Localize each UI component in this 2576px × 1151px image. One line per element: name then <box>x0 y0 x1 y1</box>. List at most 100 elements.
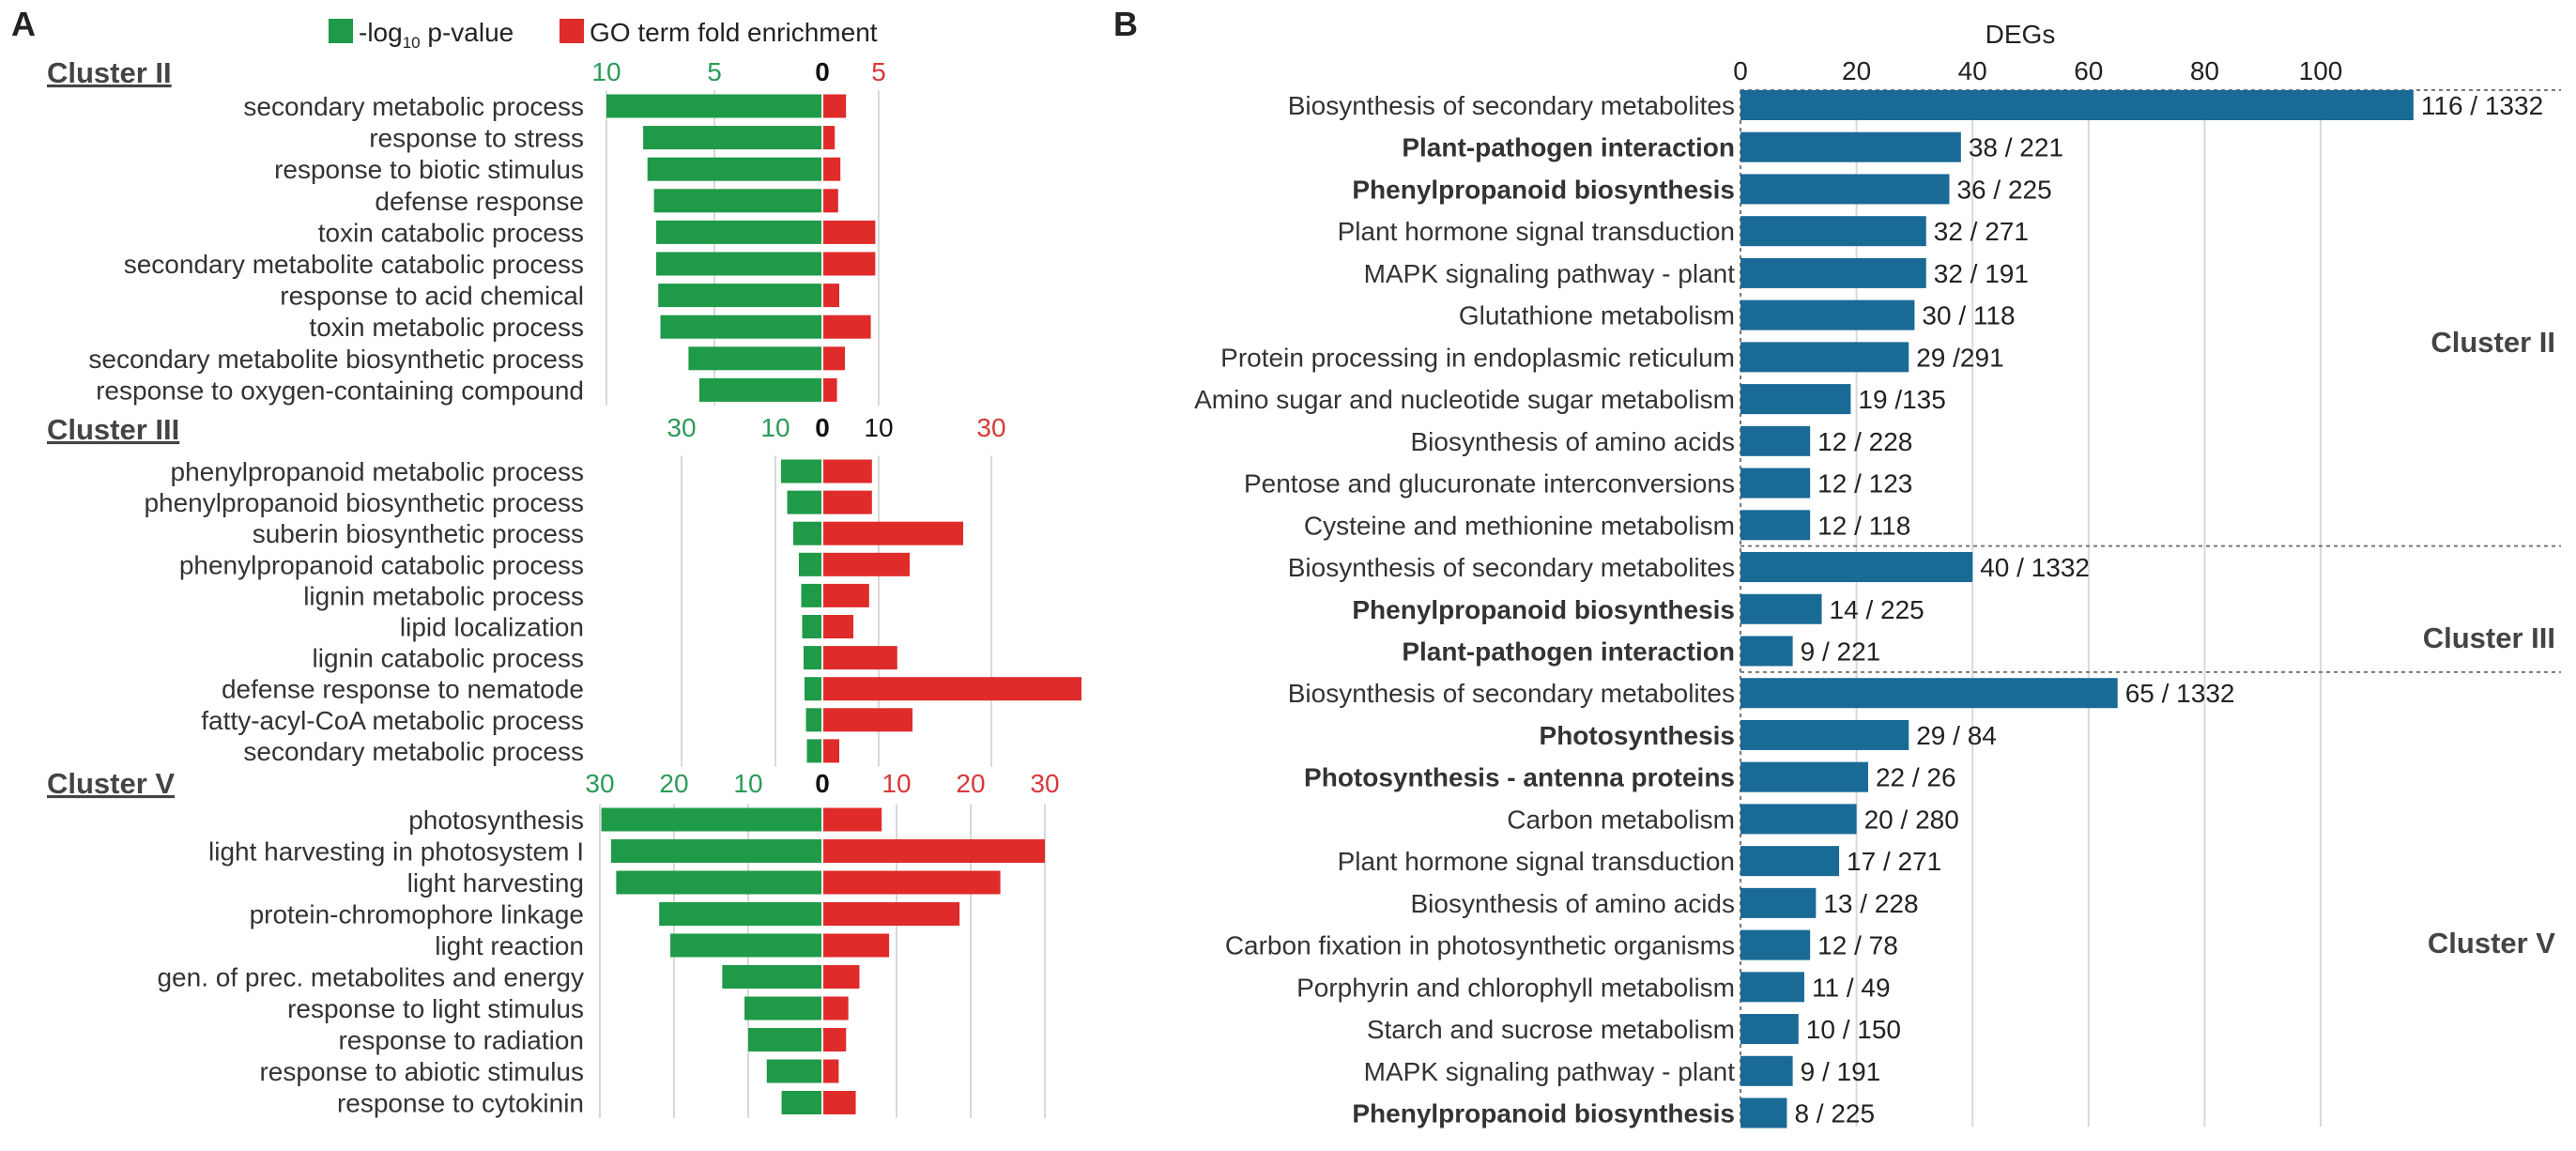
fold-bar <box>822 157 841 181</box>
tick-label-fold: 10 <box>882 769 911 798</box>
cluster-group: Cluster III 30 10 0 10 30 phenylpropanoid meta… <box>47 413 1081 767</box>
cluster-group: Biosynthesis of secondary metabolites 65 … <box>1225 678 2555 1128</box>
fold-bar <box>822 94 847 118</box>
go-term-label: lignin catabolic process <box>313 644 585 673</box>
pathway-label: Pentose and glucuronate interconversions <box>1244 469 1735 499</box>
tick-label: 40 <box>1958 56 1987 85</box>
degs-annotation: 9 / 221 <box>1801 637 1881 666</box>
degs-annotation: 40 / 1332 <box>1980 553 2090 582</box>
tick-label-fold: 10 <box>864 413 893 442</box>
neglogp-bar <box>799 552 822 576</box>
cluster-label: Cluster V <box>2428 927 2555 959</box>
degs-annotation: 38 / 221 <box>1969 133 2063 162</box>
tick-label-fold: 30 <box>1030 769 1059 798</box>
neglogp-bar <box>653 189 822 213</box>
pathway-label: MAPK signaling pathway - plant <box>1364 1057 1736 1086</box>
neglogp-bar <box>688 346 822 371</box>
tick-label-fold: 5 <box>871 57 886 86</box>
tick-label-neglogp: 5 <box>707 57 722 86</box>
degs-bar <box>1740 972 1804 1003</box>
go-term-label: response to stress <box>369 124 584 153</box>
fold-bar <box>822 521 963 545</box>
go-term-label: secondary metabolic process <box>243 92 584 121</box>
go-term-label: secondary metabolite catabolic process <box>124 250 584 279</box>
pathway-label: Biosynthesis of amino acids <box>1410 889 1735 918</box>
degs-annotation: 29 / 84 <box>1916 721 1997 750</box>
pathway-label: Biosynthesis of secondary metabolites <box>1288 553 1735 582</box>
legend-swatch-green <box>329 19 353 43</box>
pathway-label: Phenylpropanoid biosynthesis <box>1352 595 1735 624</box>
cluster-group: Cluster II 10 5 0 5 secondary metabolic proce… <box>47 56 886 406</box>
pathway-label: Phenylpropanoid biosynthesis <box>1352 175 1735 204</box>
degs-bar <box>1740 425 1811 456</box>
x-axis-title: DEGs <box>1986 20 2056 49</box>
degs-bar <box>1740 90 2414 120</box>
degs-bar <box>1740 761 1868 792</box>
cluster-group: Cluster V 30 20 10 0 10 20 30photosynthesisligh… <box>47 767 1060 1118</box>
tick-label: 100 <box>2299 56 2343 85</box>
neglogp-bar <box>659 902 822 926</box>
pathway-label: Biosynthesis of secondary metabolites <box>1288 91 1735 120</box>
tick-label-neglogp: 10 <box>591 57 621 86</box>
go-term-label: suberin biosynthetic process <box>253 519 584 548</box>
go-term-label: light harvesting in photosystem I <box>208 837 584 867</box>
neglogp-bar <box>766 1059 822 1083</box>
fold-bar <box>822 583 869 607</box>
cluster-label: Cluster II <box>2430 326 2555 359</box>
degs-annotation: 32 / 191 <box>1934 259 2029 288</box>
go-term-label: response to biotic stimulus <box>274 155 584 184</box>
go-term-label: response to light stimulus <box>287 994 584 1023</box>
degs-annotation: 8 / 225 <box>1794 1099 1875 1128</box>
go-term-label: photosynthesis <box>408 806 584 835</box>
neglogp-bar <box>606 94 822 118</box>
go-term-label: phenylpropanoid biosynthetic process <box>144 488 584 517</box>
pathway-label: Plant-pathogen interaction <box>1402 133 1735 162</box>
fold-bar <box>822 965 860 989</box>
degs-annotation: 9 / 191 <box>1801 1057 1881 1086</box>
degs-annotation: 14 / 225 <box>1830 595 1924 624</box>
degs-annotation: 36 / 225 <box>1956 175 2051 204</box>
fold-bar <box>822 646 897 670</box>
pathway-label: Photosynthesis <box>1540 721 1735 750</box>
neglogp-bar <box>698 377 822 402</box>
panel-a: A -log10 p-value GO term fold enrichment Cl… <box>11 5 1081 1118</box>
degs-bar <box>1740 887 1817 918</box>
cluster-group: Biosynthesis of secondary metabolites 40 … <box>1288 552 2555 667</box>
fold-bar <box>822 377 837 402</box>
neglogp-bar <box>748 1028 822 1051</box>
fold-bar <box>822 933 890 958</box>
tick-label: 60 <box>2074 56 2103 85</box>
degs-bar <box>1740 510 1811 541</box>
go-term-label: toxin metabolic process <box>309 313 584 342</box>
go-term-label: toxin catabolic process <box>318 218 584 247</box>
neglogp-bar <box>802 615 822 638</box>
go-term-label: gen. of prec. metabolites and energy <box>157 963 584 992</box>
tick-label-fold: 30 <box>976 413 1005 442</box>
go-term-label: response to abiotic stimulus <box>259 1057 584 1086</box>
degs-bar <box>1740 384 1851 415</box>
fold-bar <box>822 315 871 339</box>
fold-bar <box>822 839 1045 863</box>
fold-bar <box>822 870 1001 895</box>
degs-bar <box>1740 719 1909 750</box>
degs-annotation: 17 / 271 <box>1847 847 1941 876</box>
degs-bar <box>1740 846 1840 877</box>
degs-annotation: 22 / 26 <box>1876 763 1956 792</box>
neglogp-bar <box>806 739 822 763</box>
degs-annotation: 20 / 280 <box>1864 805 1959 834</box>
neglogp-bar <box>787 490 822 514</box>
degs-bar <box>1740 636 1793 667</box>
fold-bar <box>822 739 839 763</box>
panel-b: B DEGs 0 20 40 60 80 100 Biosynthesis of seconda… <box>1113 5 2561 1128</box>
degs-bar <box>1740 1097 1787 1128</box>
neglogp-bar <box>643 126 822 150</box>
tick-label-zero: 0 <box>815 769 830 798</box>
fold-bar <box>822 708 912 732</box>
cluster-group: Biosynthesis of secondary metabolites 116… <box>1194 90 2555 541</box>
pathway-label: Porphyrin and chlorophyll metabolism <box>1296 973 1735 1002</box>
fold-bar <box>822 552 910 576</box>
degs-bar <box>1740 804 1857 835</box>
degs-bar <box>1740 216 1926 247</box>
go-term-label: secondary metabolite biosynthetic proces… <box>88 345 584 374</box>
degs-bar <box>1740 1055 1793 1086</box>
